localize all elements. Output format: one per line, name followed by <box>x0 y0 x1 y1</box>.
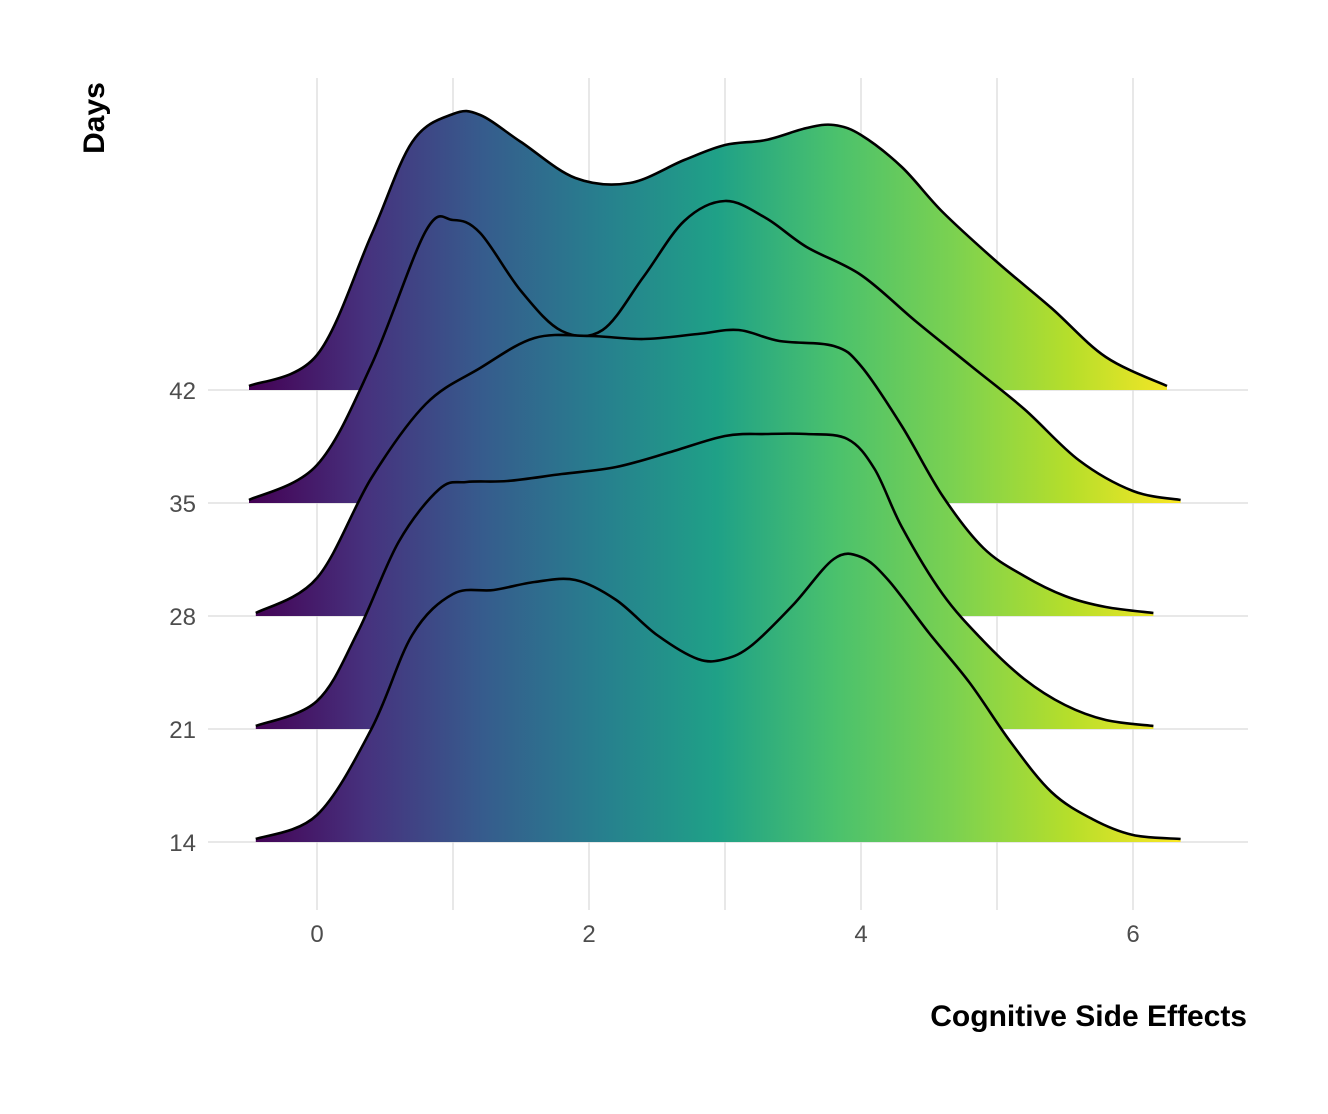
x-tick-label-2: 2 <box>582 921 595 948</box>
ridges <box>248 109 1181 842</box>
ridge-line-42 <box>248 109 1168 388</box>
ridge-line-35 <box>248 199 1181 502</box>
ridge-line-28 <box>255 328 1154 615</box>
ridge-fill-14 <box>255 553 1181 842</box>
ridge-line-14 <box>255 552 1181 841</box>
x-tick-labels: 0 2 4 6 <box>310 921 1139 948</box>
x-axis-title: Cognitive Side Effects <box>930 1000 1247 1033</box>
y-tick-label-42: 42 <box>169 378 196 405</box>
y-tick-label-21: 21 <box>169 717 196 744</box>
ridge-line-21 <box>255 432 1154 728</box>
y-tick-label-35: 35 <box>169 491 196 518</box>
y-axis-title: Days <box>78 82 111 154</box>
x-tick-label-6: 6 <box>1126 921 1139 948</box>
y-tick-labels: 14 21 28 35 42 <box>169 378 196 857</box>
x-tick-label-0: 0 <box>310 921 323 948</box>
y-tick-label-14: 14 <box>169 830 196 857</box>
x-tick-label-4: 4 <box>854 921 867 948</box>
y-tick-label-28: 28 <box>169 604 196 631</box>
